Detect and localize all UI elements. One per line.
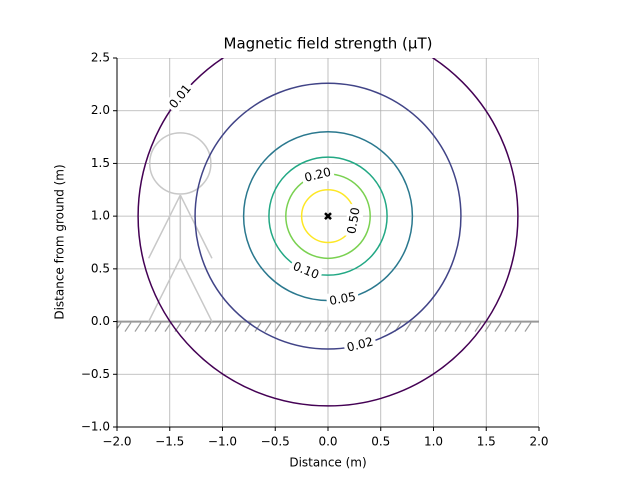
x-tick-label: 1.5 [477,435,496,449]
ground-hatch [184,322,192,332]
y-tick-label: 1.0 [91,209,110,223]
x-tick-label: −1.5 [155,435,184,449]
ground-hatch [384,322,392,332]
contour-line [268,156,388,276]
ground-hatch [234,322,242,332]
ground-hatch [424,322,432,332]
ground-hatch [314,322,322,332]
figure-head [148,132,212,195]
ground-hatch [444,322,452,332]
contour-label-group: 0.02 [342,333,378,357]
ground-hatch [504,322,512,332]
contour-label: 0.50 [344,206,362,235]
ground-hatch [164,322,172,332]
contour-label-group: 0.50 [343,203,365,238]
contour-line [194,82,462,350]
ground-hatch [214,322,222,332]
contour-label-gap [342,333,378,357]
contour-label: 0.05 [328,289,357,307]
ground-hatch [484,322,492,332]
ground-hatch [434,322,442,332]
ground-hatch [154,322,162,332]
ground-hatch [194,322,202,332]
contour-line [137,58,519,407]
ground-hatch [294,322,302,332]
ground-hatch [344,322,352,332]
contour-label-gap [288,257,324,285]
ground-hatch [274,322,282,332]
y-tick-label: −1.0 [81,420,110,434]
ground-hatch [524,322,532,332]
y-tick-label: −0.5 [81,367,110,381]
figure-limb [147,194,181,259]
contour-label-gap [164,79,197,115]
ground-hatch [117,322,122,330]
contour-label-gap [300,163,336,187]
contour-label-group: 0.10 [288,257,324,285]
ground-hatch [354,322,362,332]
figure-limb [147,257,181,322]
ground-hatch [284,322,292,332]
contour-label-gap [343,203,365,238]
contour-label: 0.02 [345,335,374,355]
ground-hatch [304,322,312,332]
ground-hatch [414,322,422,332]
plot-area [117,58,539,427]
ground-hatch [464,322,472,332]
y-tick-label: 2.5 [91,51,110,65]
ground-hatch [254,322,262,332]
contour-label: 0.20 [303,165,332,185]
contour-label-group: 0.05 [325,288,360,310]
ground-hatch [514,322,522,332]
ground-hatch [204,322,212,332]
y-tick-label: 0.5 [91,261,110,275]
ground-hatch [364,322,372,332]
ground-hatch [454,322,462,332]
source-marker [324,212,332,221]
figure-limb [179,257,213,322]
x-tick-label: −0.5 [261,435,290,449]
ground-hatch [134,322,142,332]
x-tick-label: 1.0 [424,435,443,449]
ground-hatch [264,322,272,332]
contour-label-group: 0.20 [300,163,336,187]
ground-hatch [474,322,482,332]
x-tick-label: 0.5 [371,435,390,449]
y-tick-label: 1.5 [91,156,110,170]
ground-hatch [374,322,382,332]
y-axis-label: Distance from ground (m) [53,164,67,319]
x-tick-label: −2.0 [102,435,131,449]
x-axis-label: Distance (m) [289,456,366,470]
contour-label-gap [325,288,360,310]
ground-hatch [124,322,132,332]
ground-hatch [224,322,232,332]
chart-title: Magnetic field strength (μT) [224,35,433,53]
ground-hatch [324,322,332,332]
ground-hatch [404,322,412,332]
x-tick-label: −1.0 [208,435,237,449]
ground-hatch [494,322,502,332]
x-tick-label: 0.0 [318,435,337,449]
y-tick-label: 0.0 [91,314,110,328]
x-tick-label: 2.0 [529,435,548,449]
ground-hatch [334,322,342,332]
y-tick-label: 2.0 [91,103,110,117]
ground-hatch [144,322,152,332]
